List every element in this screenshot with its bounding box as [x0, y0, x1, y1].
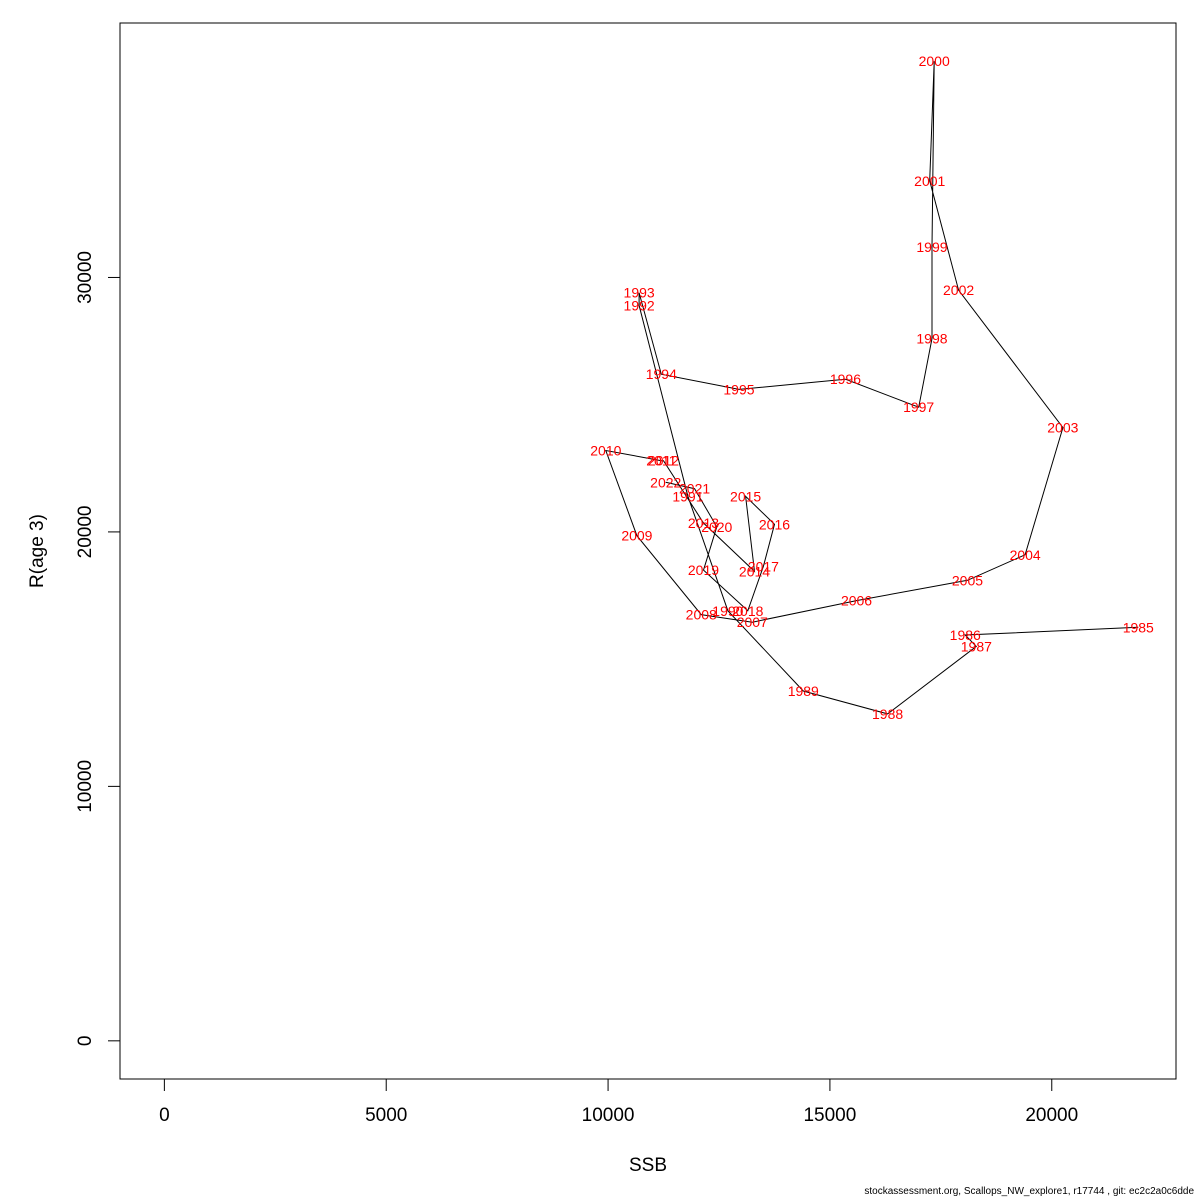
point-label-2022: 2022: [650, 474, 681, 490]
y-tick-label-10000: 10000: [75, 760, 96, 813]
y-axis: 0 10000 20000 30000: [75, 251, 121, 1047]
point-label-1988: 1988: [872, 706, 903, 722]
point-label-2014: 2014: [739, 563, 770, 579]
point-label-2006: 2006: [841, 593, 872, 609]
point-label-2021: 2021: [679, 481, 710, 497]
point-label-2011: 2011: [646, 453, 676, 469]
x-axis: 0 5000 10000 15000 20000: [159, 1078, 1078, 1126]
y-tick-label-0: 0: [75, 1036, 96, 1047]
series-line: [605, 61, 1139, 715]
point-label-1991: 1991: [672, 488, 703, 504]
x-tick-label-10000: 10000: [582, 1105, 635, 1126]
y-tick-label-30000: 30000: [75, 251, 96, 304]
point-label-1992: 1992: [624, 297, 655, 313]
point-label-1989: 1989: [788, 683, 819, 699]
x-tick-label-5000: 5000: [365, 1105, 407, 1126]
x-axis-label: SSB: [629, 1155, 667, 1176]
point-label-2018: 2018: [732, 603, 763, 619]
point-label-1990: 1990: [712, 603, 743, 619]
point-label-2005: 2005: [952, 572, 983, 588]
point-label-1997: 1997: [903, 399, 934, 415]
point-label-2009: 2009: [621, 528, 652, 544]
point-label-2000: 2000: [919, 53, 950, 69]
x-tick-label-15000: 15000: [803, 1105, 856, 1126]
point-label-2008: 2008: [686, 607, 717, 623]
x-tick-label-0: 0: [159, 1105, 170, 1126]
point-label-1994: 1994: [646, 366, 677, 382]
point-label-1995: 1995: [723, 381, 754, 397]
y-axis-label: R(age 3): [27, 514, 48, 588]
point-label-2017: 2017: [748, 558, 779, 574]
point-label-2012: 2012: [648, 453, 679, 469]
point-label-2019: 2019: [688, 562, 719, 578]
point-label-1993: 1993: [624, 285, 655, 301]
point-label-2015: 2015: [730, 488, 761, 504]
point-label-1998: 1998: [916, 331, 947, 347]
point-label-1999: 1999: [916, 239, 947, 255]
point-label-2001: 2001: [914, 173, 945, 189]
point-label-2020: 2020: [701, 519, 732, 535]
point-label-2007: 2007: [737, 614, 768, 630]
point-label-2004: 2004: [1010, 547, 1041, 563]
point-label-2002: 2002: [943, 282, 974, 298]
point-label-1987: 1987: [961, 638, 992, 654]
point-label-2016: 2016: [759, 516, 790, 532]
point-label-1996: 1996: [830, 371, 861, 387]
point-label-2010: 2010: [590, 442, 621, 458]
y-tick-label-20000: 20000: [75, 505, 96, 558]
footer-note: stockassessment.org, Scallops_NW_explore…: [864, 1186, 1194, 1197]
point-label-1986: 1986: [950, 627, 981, 643]
point-label-1985: 1985: [1123, 619, 1154, 635]
point-label-2003: 2003: [1047, 420, 1078, 436]
point-label-2013: 2013: [688, 515, 719, 531]
x-tick-label-20000: 20000: [1025, 1105, 1078, 1126]
